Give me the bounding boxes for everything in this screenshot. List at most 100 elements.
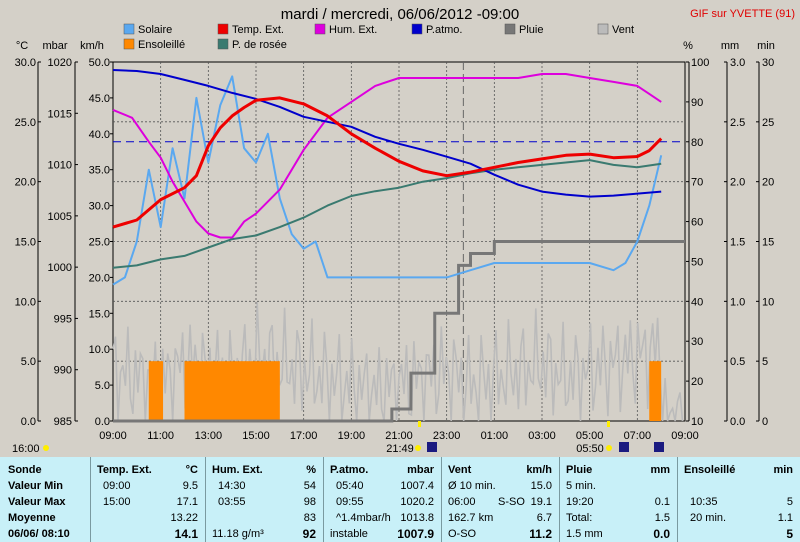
stats-cell-left: Total: [566,512,593,524]
sunshine-bar [148,361,164,421]
stats-row: 19:20 0.1 [560,494,678,510]
sun-icon [43,445,49,451]
stats-unit: min [773,464,793,476]
tick-label-wind: 10.0 [89,344,110,356]
stats-row: Valeur Max [0,494,90,510]
stats-col-hum: Hum. Ext.% 14:30 54 03:55 98 83 11.18 g/m³ 92 [205,457,324,542]
legend-label: P. de rosée [232,39,287,51]
legend-label: Ensoleillé [138,39,185,51]
stats-cell-left: 09:00 [103,480,131,492]
sunset-icon [415,445,421,451]
axis-unit-label: min [757,40,775,52]
stats-cell-left: 14:30 [218,480,246,492]
tick-label-sun: 10 [762,296,774,308]
sunshine-bar [649,361,662,421]
stats-col-temp: Temp. Ext. °C 09:00 9.5 15:00 17.1 13.22 14.1 [90,457,206,542]
stats-cell-value: 6.7 [536,512,552,524]
tick-label-humidity: 30 [691,336,703,348]
stats-cell-value: 1.5 [654,512,670,524]
legend-swatch [217,38,229,50]
moon-icon [427,442,437,452]
legend-swatch [217,23,229,35]
tick-label-time: 19:00 [338,430,366,442]
tick-label-wind: 40.0 [89,129,110,141]
stats-col-patmo: P.atmo. mbar 05:40 1007.4 09:55 1020.2 ^1.4mba… [323,457,442,542]
tick-label-pressure: 1010 [48,160,72,172]
stats-cell-value: 83 [303,512,316,524]
stats-header: Vent [448,464,472,476]
series-rosee-line [112,159,662,269]
event-sunrise: 05:50 [576,443,604,455]
legend: Solaire Ensoleillé Temp. Ext. P. de rosée Hu… [123,23,634,51]
stats-cell-left: 162.7 km [448,512,494,524]
axis-unit-label: mbar [42,40,67,52]
sunrise-icon [606,445,612,451]
stats-col-ensol: Ensoleillé min 10:35 5 20 min. 1.1 5 [677,457,800,542]
legend-swatch [504,23,516,35]
legend-label: P.atmo. [426,24,463,36]
stats-row: 06/06/ 08:10 [0,526,90,542]
stats-row: Sonde [0,462,90,478]
stats-cell-left: 05:40 [336,480,364,492]
stats-row-label: Moyenne [8,512,56,524]
series-humidite-line [112,73,662,239]
stats-row: 10:35 5 [678,494,800,510]
stats-row: P.atmo. mbar [324,462,442,478]
stats-cell-value: 5 [786,527,793,541]
event-sunset: 21:49 [386,443,414,455]
tick-label-humidity: 100 [691,57,709,69]
tick-label-temp: 15.0 [15,237,36,249]
tick-label-rain: 0.5 [730,356,745,368]
stats-cell-left: 19:20 [566,496,594,508]
tick-label-wind: 20.0 [89,272,110,284]
tick-label-humidity: 40 [691,296,703,308]
tick-label-wind: 15.0 [89,308,110,320]
stats-cell-value: 54 [303,480,316,492]
stats-row: Vent km/h [442,462,560,478]
axis-unit-label: % [683,40,693,52]
stats-row: 14.1 [91,526,206,542]
weather-chart: 30.025.020.015.010.05.00.010201015101010… [12,6,795,455]
tick-label-humidity: 20 [691,376,703,388]
tick-label-pressure: 995 [54,313,72,325]
legend-swatch [314,23,326,35]
stats-row-label: Valeur Min [8,480,64,492]
stats-row: 162.7 km 6.7 [442,510,560,526]
stats-cell-left: ^1.4mbar/h [336,512,391,524]
stats-row: instable 1007.9 [324,526,442,542]
stats-cell-value: 9.5 [182,480,198,492]
stats-row: 5 min. [560,478,678,494]
stats-header: Temp. Ext. [97,464,152,476]
tick-label-wind: 30.0 [89,201,110,213]
tick-label-humidity: 80 [691,137,703,149]
stats-row: 83 [206,510,324,526]
stats-cell-value: 15.0 [530,480,552,492]
stats-cell-value: 1.1 [777,512,793,524]
stats-cell-value: 1013.8 [400,512,434,524]
tick-label-temp: 10.0 [15,296,36,308]
stats-row-label: 06/06/ 08:10 [8,528,70,540]
stats-row: Moyenne [0,510,90,526]
stats-cell-value: 14.1 [174,527,198,541]
legend-label: Pluie [519,24,543,36]
sunset-marker [418,421,421,427]
stats-cell-value: 13.22 [170,512,198,524]
stats-header: P.atmo. [330,464,369,476]
stats-cell-left: instable [330,528,368,540]
stats-cell-left: 20 min. [690,512,727,524]
tick-label-temp: 30.0 [15,57,36,69]
stats-row: 5 [678,526,800,542]
stats-unit: °C [185,464,198,476]
tick-label-rain: 1.5 [730,237,745,249]
tick-label-wind: 45.0 [89,93,110,105]
tick-label-humidity: 90 [691,97,703,109]
stats-cell-value: 0.0 [653,527,670,541]
stats-cell-value: 17.1 [176,496,198,508]
stats-cell-left: 03:55 [218,496,246,508]
tick-label-pressure: 985 [54,416,72,428]
stats-cell-left: 1.5 mm [566,528,603,540]
sunrise-marker [607,421,610,427]
legend-label: Temp. Ext. [232,24,284,36]
stats-row: 09:55 1020.2 [324,494,442,510]
tick-label-sun: 25 [762,117,774,129]
